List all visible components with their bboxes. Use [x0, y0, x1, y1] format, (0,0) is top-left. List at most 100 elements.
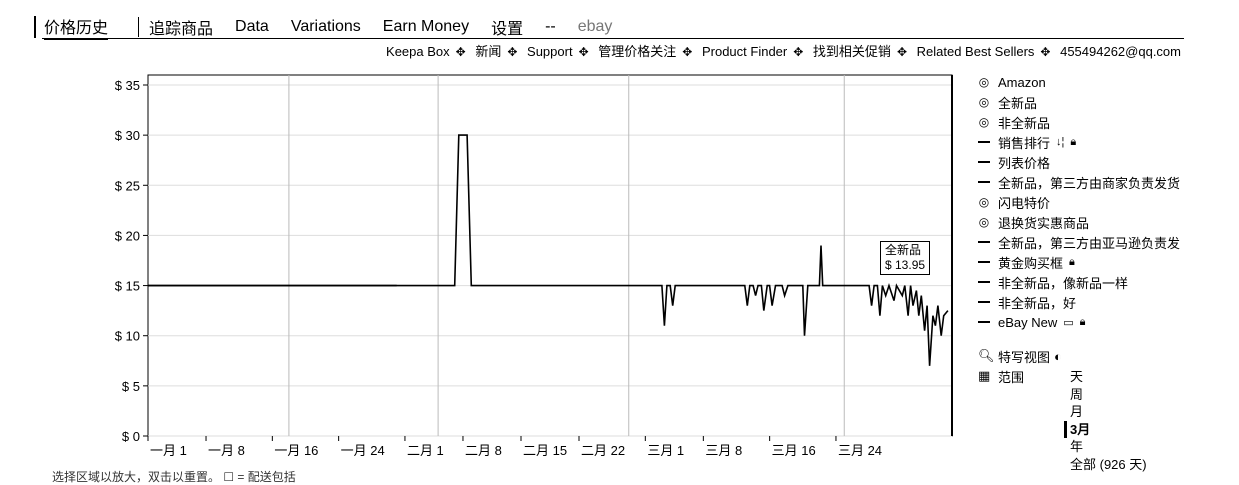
- legend-item[interactable]: ◎ 全新品: [978, 92, 1180, 112]
- legend-label: 非全新品，好: [998, 295, 1077, 311]
- legend-label: eBay New: [998, 314, 1058, 330]
- chart-legend: ◎ Amazon ◎ 全新品 ◎ 非全新品销售排行 ↓¦ 🔒︎ 列表价格全新品，第三方由商家负责…: [978, 72, 1180, 332]
- account-email[interactable]: 455494262@qq.com: [1060, 44, 1181, 59]
- range-option[interactable]: 天: [1070, 369, 1084, 384]
- range-label: 范围: [998, 369, 1025, 385]
- legend-label: 全新品: [998, 95, 1038, 111]
- plot-area: [147, 74, 953, 437]
- tab-ebay[interactable]: ebay: [577, 18, 613, 35]
- tooltip-price: $ 13.95: [885, 258, 926, 272]
- x-tick-label: 二月 15: [523, 443, 567, 458]
- link-keepa-box[interactable]: Keepa Box: [386, 44, 450, 59]
- sort-icon: ↓¦: [1056, 136, 1065, 148]
- top-navigation: 价格历史 追踪商品 Data Variations Earn Money 设置 …: [34, 14, 634, 40]
- tab-earn-money[interactable]: Earn Money: [382, 18, 470, 35]
- series-line-icon: [978, 241, 990, 243]
- legend-label: 全新品，第三方由商家负责发货: [998, 175, 1181, 191]
- x-tick-label: 二月 22: [581, 443, 625, 458]
- range-option[interactable]: 3月: [1064, 420, 1147, 438]
- tab-separator: --: [545, 18, 556, 35]
- y-tick-label: $ 5: [122, 379, 140, 394]
- link-find-deals[interactable]: 找到相关促销: [812, 44, 891, 59]
- legend-item[interactable]: 全新品，第三方由商家负责发货: [978, 172, 1180, 192]
- legend-label: Amazon: [998, 74, 1046, 90]
- range-option[interactable]: 月: [1070, 404, 1084, 419]
- price-chart[interactable]: $ 0 $ 5 $ 10 $ 15 $ 20 $ 25 $ 30 $ 35 一月 1 一月 8 一月…: [0, 70, 960, 465]
- x-tick-label: 一月 8: [208, 443, 245, 458]
- legend-item[interactable]: ◎ 退换货实惠商品: [978, 212, 1180, 232]
- tab-price-history[interactable]: 价格历史: [44, 14, 109, 40]
- view-options: 🔍︎ 特写视图 ◐ ▦ 范围: [978, 346, 1062, 386]
- range-option[interactable]: 年: [1070, 439, 1084, 454]
- legend-item[interactable]: ◎ 非全新品: [978, 112, 1180, 132]
- star-icon: ✥: [455, 45, 466, 59]
- link-related-best-sellers[interactable]: Related Best Sellers: [916, 44, 1035, 59]
- star-icon: ✥: [1040, 45, 1051, 59]
- series-line-icon: [978, 141, 990, 143]
- lock-icon: 🔒︎: [1079, 315, 1086, 328]
- link-news[interactable]: 新闻: [475, 44, 502, 59]
- sort-icon: ▭: [1063, 316, 1074, 329]
- legend-item[interactable]: 非全新品，好: [978, 292, 1180, 312]
- legend-item[interactable]: 黄金购买框 🔒︎: [978, 252, 1180, 272]
- legend-item[interactable]: 非全新品，像新品一样: [978, 272, 1180, 292]
- magnifier-icon: 🔍︎: [978, 348, 995, 363]
- toggle-icon[interactable]: ◐: [1054, 348, 1062, 364]
- series-line-icon: [978, 301, 990, 303]
- range-options: 天周月 3月年全部 (926 天): [1064, 368, 1147, 473]
- series-toggle-icon: ◎: [978, 215, 990, 229]
- star-icon: ✥: [793, 45, 804, 59]
- tab-settings[interactable]: 设置: [491, 21, 524, 38]
- x-tick-label: 一月 16: [274, 443, 318, 458]
- legend-label: 列表价格: [998, 155, 1051, 171]
- legend-label: 退换货实惠商品: [998, 215, 1090, 231]
- y-tick-label: $ 30: [115, 128, 140, 143]
- y-tick-label: $ 25: [115, 178, 140, 193]
- legend-item[interactable]: eBay New ▭ 🔒︎: [978, 312, 1180, 332]
- series-toggle-icon: ◎: [978, 75, 990, 89]
- legend-label: 非全新品: [998, 115, 1051, 131]
- legend-item[interactable]: ◎ Amazon: [978, 72, 1180, 92]
- tab-data[interactable]: Data: [235, 18, 269, 35]
- series-line-icon: [978, 161, 990, 163]
- series-toggle-icon: ◎: [978, 195, 990, 209]
- tab-variations[interactable]: Variations: [290, 18, 361, 35]
- range-row: ▦ 范围: [978, 366, 1062, 386]
- range-option[interactable]: 全部 (926 天): [1070, 456, 1147, 472]
- x-tick-label: 三月 24: [838, 443, 882, 458]
- legend-label: 非全新品，像新品一样: [998, 275, 1129, 291]
- x-tick-label: 二月 8: [465, 443, 502, 458]
- range-option[interactable]: 周: [1070, 386, 1084, 402]
- sub-navigation: Keepa Box ✥ 新闻 ✥ Support ✥ 管理价格关注 ✥ Product …: [42, 38, 1184, 60]
- legend-item[interactable]: 列表价格: [978, 152, 1180, 172]
- x-tick-label: 一月 24: [341, 443, 385, 458]
- series-toggle-icon: ◎: [978, 95, 990, 109]
- legend-label: 销售排行: [998, 135, 1051, 151]
- closeup-toggle[interactable]: 🔍︎ 特写视图 ◐: [978, 346, 1062, 366]
- nav-divider: [34, 16, 36, 38]
- y-tick-label: $ 35: [115, 78, 140, 93]
- link-support[interactable]: Support: [527, 44, 573, 59]
- y-tick-label: $ 0: [122, 429, 140, 444]
- lock-icon: 🔒︎: [1070, 135, 1077, 148]
- x-tick-label: 三月 8: [705, 443, 742, 458]
- tooltip-title: 全新品: [885, 243, 922, 257]
- x-tick-label: 一月 1: [150, 443, 187, 458]
- y-tick-label: $ 15: [115, 279, 140, 294]
- price-tooltip: 全新品 $ 13.95: [880, 241, 931, 275]
- link-product-finder[interactable]: Product Finder: [701, 44, 788, 59]
- legend-item[interactable]: 全新品，第三方由亚马逊负责发: [978, 232, 1180, 252]
- tab-tracked-products[interactable]: 追踪商品: [149, 21, 214, 38]
- legend-item[interactable]: 销售排行 ↓¦ 🔒︎: [978, 132, 1180, 152]
- y-tick-label: $ 20: [115, 228, 140, 243]
- x-tick-label: 三月 16: [772, 443, 816, 458]
- series-line-icon: [978, 321, 990, 323]
- x-tick-label: 二月 1: [407, 443, 444, 458]
- legend-item[interactable]: ◎ 闪电特价: [978, 192, 1180, 212]
- calendar-icon: ▦: [978, 368, 991, 383]
- x-tick-label: 三月 1: [647, 443, 684, 458]
- link-manage-price-watch[interactable]: 管理价格关注: [598, 44, 677, 59]
- series-toggle-icon: ◎: [978, 115, 990, 129]
- chart-hint: 选择区域以放大，双击以重置。 ☐ = 配送包括: [52, 470, 296, 484]
- y-tick-label: $ 10: [115, 329, 140, 344]
